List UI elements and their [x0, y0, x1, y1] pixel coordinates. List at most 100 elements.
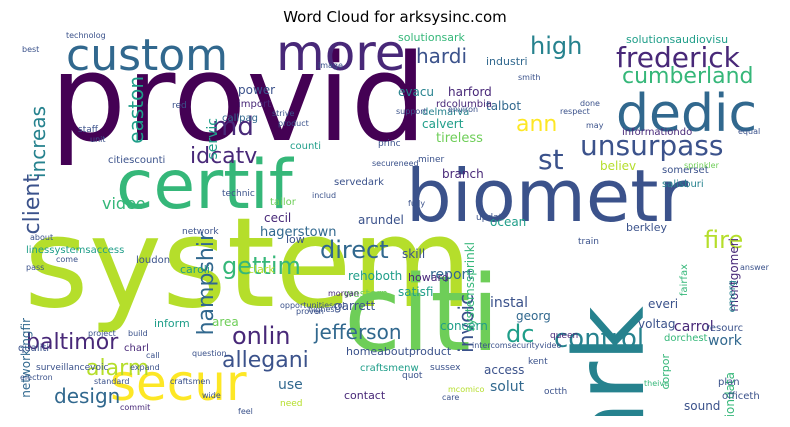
word-come: come [56, 255, 79, 264]
word-berkley: berkley [626, 221, 667, 234]
word-highest: highest [308, 305, 338, 314]
word-includ: includ [312, 191, 337, 200]
word-unsurpass: unsurpass [580, 129, 724, 162]
word-frederick: frederick [616, 41, 740, 74]
word-loudon: loudon [136, 255, 171, 266]
word-question: question [192, 349, 227, 358]
word-servedark: servedark [334, 177, 384, 188]
word-informationdo: informationdo [622, 127, 693, 138]
word-power: power [238, 83, 276, 97]
word-certif: certif [116, 146, 293, 225]
word-done: done [580, 99, 600, 108]
word-arundel: arundel [358, 213, 404, 227]
word-environ: environ [448, 105, 479, 114]
word-servic: servic [205, 118, 221, 160]
word-wide: wide [202, 391, 221, 400]
word-craftsmenw: craftsmenw [360, 363, 419, 374]
word-sprinkler: sprinkler [684, 161, 719, 170]
word-salisburi: salisburi [662, 179, 704, 190]
word-may: may [586, 121, 604, 130]
word-ocean: ocean [490, 215, 527, 229]
word-gettim: gettim [222, 252, 301, 280]
word-kent: kent [528, 357, 548, 367]
word-support: support [396, 107, 427, 116]
word-mcomico: mcomico [448, 385, 485, 394]
word-garrett: garrett [334, 299, 376, 313]
word-fully: fully [408, 199, 426, 208]
word-equal: equal [738, 127, 761, 136]
word-product: product [278, 119, 309, 128]
word-direct: direct [320, 236, 389, 264]
word-somerset: somerset [662, 165, 709, 176]
word-citi: citi [344, 253, 500, 375]
word-surveillancevoic: surveillancevoic [36, 363, 109, 373]
word-branch: branch [442, 167, 484, 181]
word-citiescounti: citiescounti [108, 155, 166, 166]
word-dorchest: dorchest [664, 333, 708, 344]
word-voltag: voltag [638, 317, 676, 331]
word-fairfax: fairfax [679, 264, 690, 297]
word-sound: sound [684, 399, 721, 413]
word-carrol: carrol [674, 319, 714, 335]
word-officeth: officeth [722, 391, 760, 402]
word-counti: counti [290, 141, 321, 152]
word-concern: concern [440, 319, 488, 333]
word-satisfi: satisfi [398, 285, 434, 299]
word-hardi: hardi [416, 44, 468, 68]
word-jefferson: jefferson [314, 320, 402, 344]
word-care: care [442, 393, 460, 402]
word-princ: princ [378, 139, 401, 149]
word-need: need [280, 399, 303, 409]
word-technic: technic [222, 189, 255, 199]
word-systemssprinkl: systemssprinkl [463, 242, 477, 332]
word-use: use [278, 377, 303, 393]
word-about: about [30, 233, 54, 242]
word-technolog: technolog [66, 32, 106, 40]
word-cecil: cecil [264, 211, 292, 225]
word-provid: provid [50, 32, 427, 169]
word-video: video [102, 194, 146, 213]
word-charl: charl [124, 343, 149, 354]
word-howard: howard [408, 271, 449, 284]
chart-title: Word Cloud for arksysinc.com [283, 8, 507, 26]
word-everi: everi [648, 297, 679, 311]
word-qualiti: qualiti [18, 343, 50, 354]
word-ann: ann [516, 112, 558, 137]
word-staff: staff [78, 125, 98, 135]
word-instal: instal [490, 295, 529, 311]
word-st: st [538, 143, 564, 176]
word-low: low [286, 233, 305, 246]
word-intercomsecurityvideo: intercomsecurityvideo [472, 341, 562, 350]
word-secur: secur [110, 354, 247, 412]
word-delmarva: delmarva [422, 107, 470, 118]
word-queen: queen [550, 331, 579, 341]
word-allegani: allegani [222, 348, 309, 373]
word-tireless: tireless [436, 131, 483, 146]
word-craftsmen: craftsmen [170, 377, 211, 386]
word-image: image [318, 61, 343, 70]
word-respect: respect [560, 107, 590, 116]
word-secureneed: secureneed [372, 159, 419, 168]
word-design: design [54, 384, 121, 408]
word-morgan: morgan [328, 289, 359, 298]
word-opportunitiescol: opportunitiescol [280, 301, 345, 310]
word-callpag: callpag [222, 113, 259, 124]
word-system: system [24, 192, 473, 336]
word-inform: inform [154, 317, 190, 330]
word-dedic: dedic [616, 84, 758, 144]
word-western: western [344, 287, 388, 300]
word-electron: electron [20, 373, 53, 382]
word-increas: increas [26, 106, 50, 178]
word-georg: georg [516, 309, 551, 323]
word-report: report [430, 267, 473, 283]
word-call: call [146, 351, 160, 360]
word-idcatv: idcatv [190, 144, 258, 169]
word-theive: theive [644, 379, 670, 388]
word-network: network [182, 227, 219, 237]
word-fire: fire [704, 226, 744, 254]
word-train: train [578, 237, 599, 247]
word-updat: updat [476, 213, 503, 223]
word-feel: feel [238, 407, 253, 416]
word-calvert: calvert [422, 117, 464, 131]
word-quot: quot [402, 371, 423, 381]
